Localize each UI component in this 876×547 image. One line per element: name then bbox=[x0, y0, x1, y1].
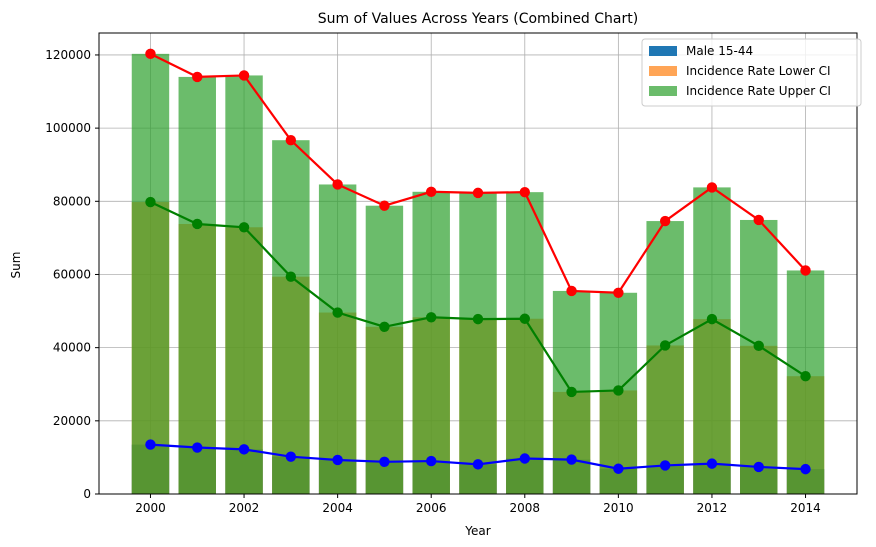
legend-label: Male 15-44 bbox=[686, 44, 753, 58]
y-tick-label: 20000 bbox=[53, 414, 91, 428]
line-point bbox=[426, 455, 437, 467]
line-point bbox=[379, 200, 390, 211]
line-point bbox=[472, 459, 484, 470]
plot-frame bbox=[98, 32, 858, 495]
line-point bbox=[332, 179, 343, 190]
bar bbox=[318, 184, 357, 494]
line-point bbox=[659, 340, 671, 351]
line-point bbox=[192, 442, 203, 453]
line-point bbox=[706, 313, 718, 325]
line-point bbox=[800, 463, 811, 475]
bar bbox=[412, 191, 450, 495]
line-point bbox=[566, 454, 577, 465]
lines bbox=[145, 48, 811, 475]
line-point bbox=[145, 48, 156, 60]
line-point bbox=[472, 313, 484, 325]
legend-box bbox=[641, 38, 862, 107]
legend-swatch bbox=[649, 66, 677, 76]
line-point bbox=[285, 271, 297, 282]
y-tick-label: 120000 bbox=[45, 48, 91, 62]
bar bbox=[693, 187, 731, 494]
bar bbox=[506, 192, 544, 494]
line-point bbox=[613, 385, 624, 396]
line-point bbox=[519, 453, 530, 464]
line-point bbox=[753, 340, 764, 352]
line-point bbox=[192, 71, 203, 83]
bar bbox=[225, 75, 263, 494]
line-point bbox=[753, 214, 764, 226]
line-point bbox=[285, 135, 297, 146]
x-axis-label: Year bbox=[464, 524, 490, 538]
legend: Male 15-44 Incidence Rate Lower CI Inciden… bbox=[641, 38, 862, 107]
x-tick-label: 2012 bbox=[697, 501, 728, 515]
legend-label: Incidence Rate Lower CI bbox=[686, 64, 831, 78]
line-point bbox=[426, 312, 437, 323]
y-tick-label: 60000 bbox=[53, 267, 91, 281]
bar bbox=[365, 205, 404, 494]
line-point bbox=[613, 287, 624, 298]
line-point bbox=[238, 70, 250, 81]
line-point bbox=[145, 196, 156, 208]
line-point bbox=[238, 222, 250, 233]
x-tick-label: 2008 bbox=[510, 501, 541, 515]
line-point bbox=[426, 186, 437, 197]
line-point bbox=[566, 285, 577, 297]
bar bbox=[272, 140, 310, 494]
line-point bbox=[519, 186, 530, 198]
line-point bbox=[753, 461, 764, 473]
bars bbox=[131, 53, 825, 495]
chart-title: Sum of Values Across Years (Combined Cha… bbox=[318, 11, 638, 27]
line-point bbox=[285, 451, 297, 462]
line-point bbox=[613, 463, 624, 474]
line-point bbox=[800, 370, 811, 382]
legend-swatch bbox=[649, 46, 677, 56]
line-point bbox=[800, 265, 811, 276]
line-point bbox=[706, 458, 718, 469]
line-point bbox=[706, 182, 718, 193]
axes: 2000 2002 2004 2006 2008 2010 2012 2014 0 20000 40… bbox=[45, 32, 858, 515]
line-point bbox=[379, 321, 390, 332]
y-tick-label: 100000 bbox=[45, 121, 91, 135]
x-tick-label: 2006 bbox=[416, 501, 447, 515]
legend-swatch bbox=[649, 86, 677, 96]
line-point bbox=[332, 454, 343, 466]
line-point bbox=[659, 215, 671, 227]
x-tick-label: 2010 bbox=[603, 501, 634, 515]
line-point bbox=[145, 439, 156, 450]
y-tick-label: 40000 bbox=[53, 341, 91, 355]
x-tick-label: 2000 bbox=[135, 501, 166, 515]
x-tick-label: 2002 bbox=[229, 501, 260, 515]
line-point bbox=[379, 456, 390, 468]
line-point bbox=[332, 307, 343, 318]
y-tick-label: 0 bbox=[83, 487, 91, 501]
bar bbox=[740, 219, 778, 494]
line-point bbox=[659, 460, 671, 471]
y-tick-label: 80000 bbox=[53, 194, 91, 208]
x-tick-label: 2014 bbox=[790, 501, 821, 515]
legend-label: Incidence Rate Upper CI bbox=[686, 84, 831, 98]
line-point bbox=[238, 444, 250, 455]
bar bbox=[786, 270, 825, 494]
bar bbox=[178, 76, 216, 495]
bar bbox=[459, 192, 497, 494]
line-point bbox=[472, 187, 484, 199]
line-point bbox=[519, 313, 530, 324]
y-axis-label: Sum bbox=[9, 252, 23, 279]
line-point bbox=[192, 218, 203, 230]
line-point bbox=[566, 386, 577, 398]
x-tick-label: 2004 bbox=[322, 501, 353, 515]
bar bbox=[131, 53, 170, 494]
